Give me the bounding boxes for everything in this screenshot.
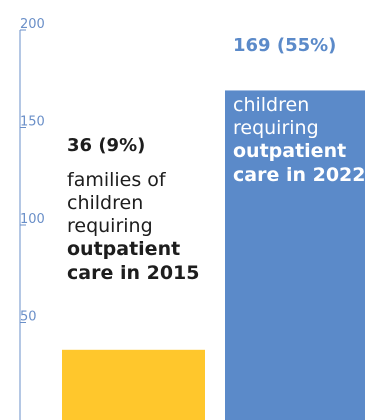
data-label-desc-text-2022: families of children requiring — [233, 70, 332, 140]
y-tick-label: 100 — [20, 212, 45, 227]
data-label-desc-2022: families of children requiring outpatien… — [233, 71, 375, 187]
data-label-desc-bold-2015: outpatient care in 2015 — [67, 238, 200, 284]
bar-2022 — [225, 90, 365, 420]
bar-2015 — [62, 349, 205, 420]
data-label-value-2022: 169 (55%) — [233, 35, 337, 56]
data-label-2015: 36 (9%) families of children requiring o… — [67, 135, 217, 285]
y-tick-label: 200 — [20, 17, 45, 32]
data-label-2022: 169 (55%) families of children requiring… — [233, 35, 375, 187]
data-label-desc-bold-2022: outpatient care in 2022 — [233, 140, 366, 186]
data-label-value-2015: 36 (9%) — [67, 135, 146, 156]
data-label-desc-text-2015: families of children requiring — [67, 168, 166, 238]
y-tick-label: 150 — [20, 115, 45, 130]
y-tick-label: 50 — [20, 310, 37, 325]
bars — [62, 90, 365, 420]
y-axis: 50 100 150 200 — [19, 17, 45, 420]
data-label-desc-2015: families of children requiring outpatien… — [67, 169, 217, 285]
